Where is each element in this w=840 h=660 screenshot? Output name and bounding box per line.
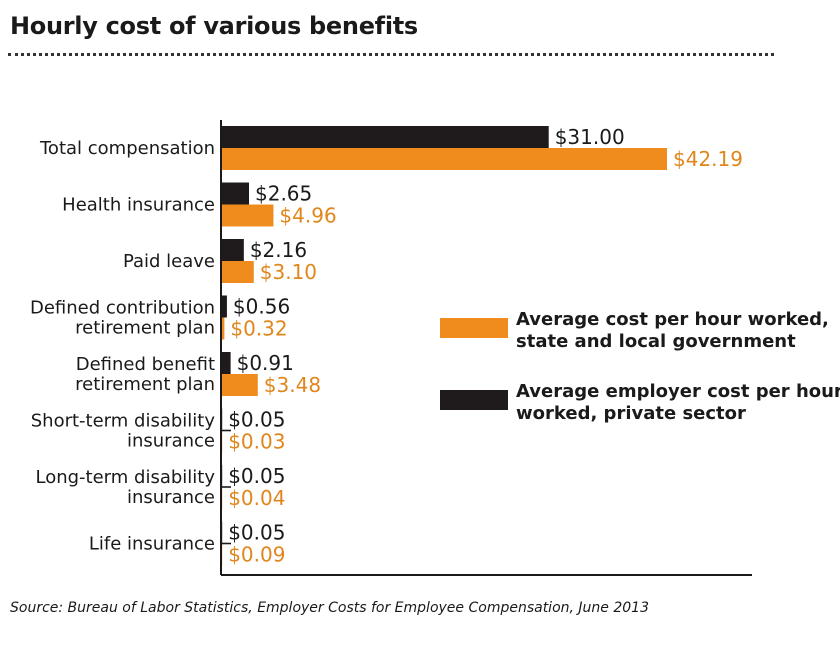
bar-government-0: [221, 148, 667, 170]
legend-label-1-line-0: Average cost per hour worked,: [516, 309, 829, 330]
bar-private-3: [221, 295, 227, 318]
category-label-3-line-1: retirement plan: [75, 318, 215, 339]
value-label-government-1: $4.96: [279, 204, 336, 228]
value-label-government-5: $0.03: [228, 430, 285, 454]
value-label-private-6: $0.05: [228, 464, 285, 488]
title-divider: [8, 53, 774, 56]
legend-swatch-1: [440, 318, 508, 338]
value-label-government-2: $3.10: [260, 260, 317, 284]
legend-swatch-0: [440, 390, 508, 410]
category-label-3-line-0: Defined contribution: [30, 298, 215, 319]
value-label-private-2: $2.16: [250, 238, 307, 262]
category-label-2: Paid leave: [123, 251, 215, 272]
category-label-0: Total compensation: [39, 138, 215, 159]
bar-government-1: [221, 204, 274, 227]
value-label-government-6: $0.04: [228, 486, 285, 510]
category-label-4-line-1: retirement plan: [75, 374, 215, 395]
value-label-private-3: $0.56: [233, 295, 290, 319]
value-label-government-3: $0.32: [230, 317, 287, 341]
bar-private-1: [221, 182, 250, 205]
legend-label-0-line-0: Average employer cost per hour: [516, 381, 840, 402]
value-label-private-7: $0.05: [228, 521, 285, 545]
bar-private-0: [221, 126, 549, 148]
value-label-private-4: $0.91: [237, 351, 294, 375]
chart-title: Hourly cost of various benefits: [10, 12, 418, 40]
bar-government-4: [221, 374, 258, 396]
category-label-5-line-0: Short-term disability: [31, 411, 216, 432]
bar-private-2: [221, 239, 244, 261]
category-label-4-line-0: Defined benefit: [76, 354, 215, 375]
legend-label-0-line-1: worked, private sector: [516, 403, 746, 424]
category-label-6-line-0: Long-term disability: [36, 467, 216, 488]
value-label-government-0: $42.19: [673, 147, 743, 171]
bar-government-3: [221, 317, 225, 340]
category-label-7: Life insurance: [89, 534, 215, 555]
value-label-private-5: $0.05: [228, 408, 285, 432]
bar-government-2: [221, 261, 254, 283]
value-label-private-1: $2.65: [255, 182, 312, 206]
value-label-government-4: $3.48: [264, 373, 321, 397]
source-note: Source: Bureau of Labor Statistics, Empl…: [10, 600, 649, 616]
category-label-5-line-1: insurance: [127, 431, 215, 452]
category-label-6-line-1: insurance: [127, 487, 215, 508]
value-label-government-7: $0.09: [228, 543, 285, 567]
category-label-1: Health insurance: [62, 195, 215, 216]
value-label-private-0: $31.00: [555, 125, 625, 149]
bar-private-4: [221, 352, 231, 374]
legend-label-1-line-1: state and local government: [516, 331, 796, 352]
